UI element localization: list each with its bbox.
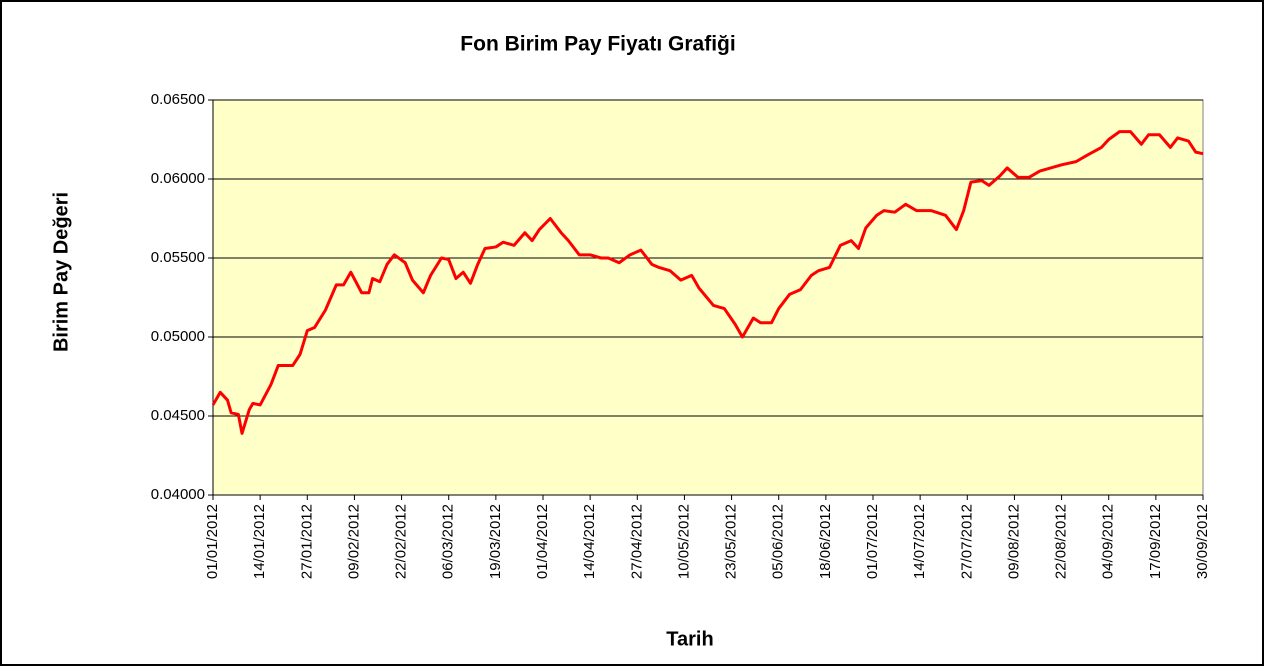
chart-title: Fon Birim Pay Fiyatı Grafiği (460, 33, 735, 56)
x-tick-label: 14/07/2012 (911, 504, 928, 579)
y-tick-label: 0.05000 (151, 328, 205, 345)
y-tick-label: 0.05500 (151, 249, 205, 266)
data-line (211, 130, 1204, 435)
x-tick-label: 01/07/2012 (864, 504, 881, 579)
x-tick-label: 27/07/2012 (958, 504, 975, 579)
x-tick-label: 05/06/2012 (770, 504, 787, 579)
x-tick-label: 17/09/2012 (1147, 504, 1164, 579)
y-tick-label: 0.04500 (151, 407, 205, 424)
x-tick-label: 22/02/2012 (393, 504, 410, 579)
x-tick-label: 04/09/2012 (1100, 504, 1117, 579)
x-axis-title: Tarih (666, 628, 713, 650)
x-tick-label: 06/03/2012 (440, 504, 457, 579)
y-tick-label: 0.06000 (151, 170, 205, 187)
x-tick-label: 23/05/2012 (723, 504, 740, 579)
x-tick-label: 10/05/2012 (675, 504, 692, 579)
y-tick-label: 0.04000 (151, 486, 205, 503)
x-tick-label: 01/04/2012 (534, 504, 551, 579)
x-tick-label: 22/08/2012 (1053, 504, 1070, 579)
x-tick-label: 14/04/2012 (581, 504, 598, 579)
x-tick-label: 27/01/2012 (298, 504, 315, 579)
x-tick-label: 19/03/2012 (487, 504, 504, 579)
x-tick-label: 18/06/2012 (817, 504, 834, 579)
x-tick-label: 30/09/2012 (1194, 504, 1211, 579)
y-tick-label: 0.06500 (151, 91, 205, 108)
x-tick-label: 09/02/2012 (345, 504, 362, 579)
x-tick-label: 27/04/2012 (628, 504, 645, 579)
x-tick-label: 14/01/2012 (251, 504, 268, 579)
x-tick-label: 09/08/2012 (1005, 504, 1022, 579)
y-axis-title: Birim Pay Değeri (50, 192, 72, 352)
x-tick-label: 01/01/2012 (204, 504, 221, 579)
